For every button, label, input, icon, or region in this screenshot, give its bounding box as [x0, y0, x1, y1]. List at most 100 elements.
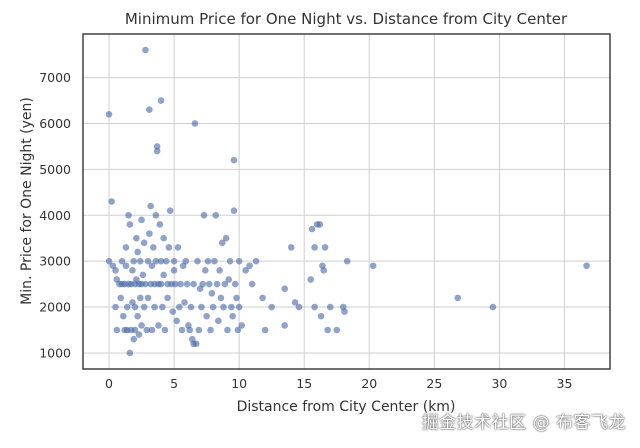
data-point [157, 280, 165, 288]
data-point [343, 257, 351, 265]
data-point [186, 326, 194, 334]
y-tick-label: 1000 [39, 345, 71, 360]
data-point [320, 267, 328, 274]
data-point [118, 257, 126, 265]
data-point [311, 244, 318, 251]
data-point [454, 294, 462, 302]
data-point [162, 257, 170, 265]
data-point [341, 308, 348, 315]
grid [83, 34, 610, 369]
data-point [224, 326, 231, 334]
data-point [130, 257, 138, 265]
data-point [149, 244, 157, 251]
data-point [583, 262, 590, 270]
data-point [187, 303, 195, 311]
data-point [175, 303, 183, 311]
x-axis-ticks: 0 5 10 15 20 25 30 35 [105, 376, 572, 391]
data-point [113, 326, 121, 334]
data-point [211, 257, 218, 265]
x-tick-label: 30 [491, 376, 507, 391]
data-point [230, 207, 238, 214]
y-axis-label: Min. Price for One Night (yen) [19, 97, 35, 305]
data-point [153, 147, 161, 155]
data-point [226, 257, 234, 265]
data-point [169, 308, 177, 315]
data-point [130, 335, 138, 343]
data-point [204, 257, 212, 265]
data-point [160, 271, 167, 279]
data-point [139, 271, 147, 279]
data-point [134, 312, 141, 320]
data-point [161, 326, 169, 334]
data-point [105, 257, 113, 265]
data-point [217, 294, 225, 302]
data-point [126, 349, 134, 357]
data-point [252, 257, 260, 265]
data-point [198, 303, 205, 311]
data-point [153, 143, 161, 150]
data-point [228, 303, 235, 311]
data-point [108, 198, 115, 205]
data-point [140, 303, 148, 311]
data-point [190, 280, 197, 288]
data-point [134, 248, 141, 256]
data-point [122, 244, 130, 251]
data-point [225, 276, 233, 283]
data-point [152, 257, 160, 265]
data-point [213, 280, 221, 288]
data-point [203, 312, 210, 320]
data-point [112, 267, 119, 274]
data-point [317, 312, 325, 320]
data-point [234, 326, 242, 334]
data-point [173, 317, 180, 325]
data-point [209, 303, 217, 311]
y-tick-label: 7000 [39, 70, 71, 85]
data-point [308, 225, 316, 233]
data-point [238, 322, 246, 329]
data-point [117, 294, 125, 302]
data-point [195, 326, 203, 334]
data-point [321, 244, 329, 251]
data-point [324, 326, 331, 334]
y-tick-label: 5000 [39, 162, 71, 177]
data-point [170, 257, 178, 265]
data-point [231, 280, 239, 288]
data-point [212, 211, 220, 219]
data-point [182, 257, 190, 265]
data-point [233, 294, 240, 302]
data-point [159, 303, 166, 311]
data-point [205, 280, 213, 288]
data-point [164, 294, 171, 302]
data-point [192, 340, 200, 348]
data-point [142, 280, 149, 288]
data-point [248, 280, 256, 288]
data-point [129, 267, 136, 274]
data-point [191, 120, 199, 127]
data-point [220, 303, 227, 311]
y-tick-label: 4000 [39, 208, 71, 223]
data-point [178, 326, 186, 334]
data-point [326, 303, 334, 311]
y-tick-label: 6000 [39, 116, 71, 131]
data-point [287, 244, 295, 251]
data-points [105, 46, 590, 357]
data-point [316, 221, 324, 228]
data-point [199, 280, 207, 288]
data-point [146, 106, 153, 114]
data-point [174, 244, 182, 251]
data-point [165, 244, 173, 251]
data-point [307, 276, 315, 283]
data-point [261, 326, 269, 334]
data-point [218, 239, 226, 247]
data-point [242, 267, 249, 274]
data-point [268, 303, 275, 311]
data-point [166, 207, 174, 214]
data-point [144, 294, 152, 302]
data-point [136, 257, 144, 265]
data-point [221, 280, 229, 288]
data-point [207, 326, 214, 334]
data-point [122, 262, 130, 270]
data-point [194, 257, 201, 265]
data-point [148, 262, 156, 270]
